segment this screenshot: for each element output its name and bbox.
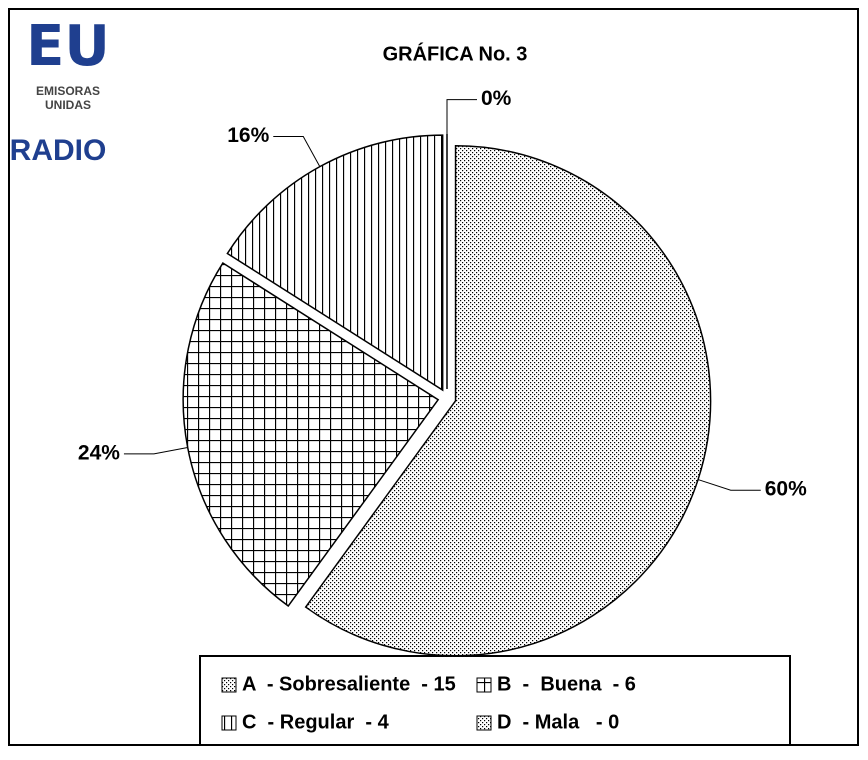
legend-swatch xyxy=(476,677,492,693)
pie-slice xyxy=(304,145,712,657)
data-label: 60% xyxy=(765,478,807,501)
leader-line xyxy=(273,136,321,167)
data-label: 24% xyxy=(78,441,120,464)
pie-slice xyxy=(182,262,440,608)
legend-label: A - Sobresaliente - 15 xyxy=(242,673,456,695)
legend-swatch xyxy=(221,715,237,731)
legend-label: D - Mala - 0 xyxy=(497,711,619,733)
leader-line xyxy=(446,99,477,134)
leader-line xyxy=(697,479,761,491)
legend xyxy=(199,655,791,746)
legend-swatch xyxy=(221,677,237,693)
data-label: 16% xyxy=(227,124,269,147)
data-label: 0% xyxy=(481,87,512,110)
logo: EU EMISORAS UNIDAS RADIO xyxy=(10,14,110,167)
legend-label: C - Regular - 4 xyxy=(242,711,390,733)
legend-label: B - Buena - 6 xyxy=(497,673,636,695)
logo-line: EMISORAS xyxy=(36,84,100,98)
chart-title: GRÁFICA No. 3 xyxy=(383,42,528,65)
logo-line: UNIDAS xyxy=(45,98,91,112)
logo-sub: RADIO xyxy=(10,134,107,167)
legend-swatch xyxy=(476,715,492,731)
logo-mark: EU xyxy=(26,14,110,79)
leader-line xyxy=(123,446,188,455)
